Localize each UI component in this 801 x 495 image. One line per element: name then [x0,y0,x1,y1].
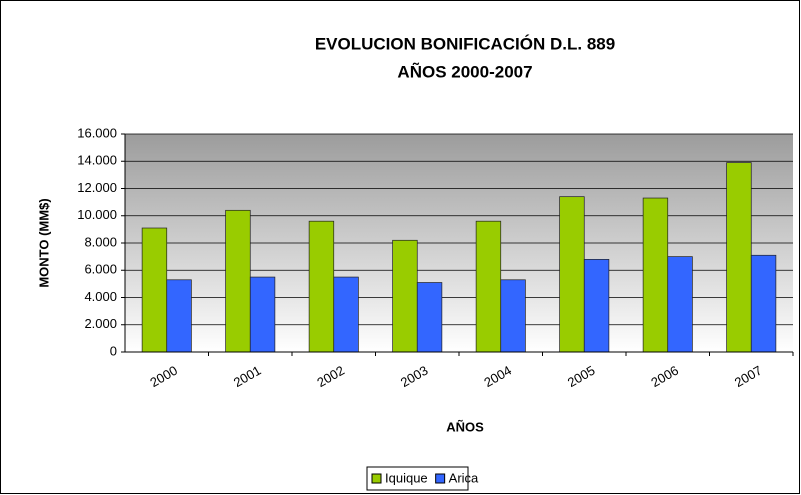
bar [642,197,669,353]
chart-title: EVOLUCION BONIFICACIÓN D.L. 889 [315,34,615,53]
bar [333,276,359,353]
bar [667,256,693,353]
y-tick-label: 12.000 [77,180,117,195]
y-tick-label: 4.000 [84,289,117,304]
y-tick-label: 14.000 [77,153,117,168]
y-tick-label: 10.000 [77,207,117,222]
y-tick-label: 0 [110,343,117,358]
bar [726,162,752,353]
bar [500,279,526,353]
legend-label: Iquique [385,470,428,485]
bar [475,220,502,353]
bar [225,209,251,353]
chart-subtitle: AÑOS 2000-2007 [397,61,532,81]
x-axis-title: AÑOS [446,419,484,434]
y-tick-label: 2.000 [84,316,117,331]
y-tick-label: 16.000 [77,125,117,140]
y-tick-label: 6.000 [84,262,117,277]
y-tick-label: 8.000 [84,234,117,249]
y-axis-title: MONTO (MM$) [36,198,51,287]
bar [416,282,443,353]
legend-label: Arica [449,470,479,485]
legend-swatch [435,473,446,484]
bar [141,227,168,353]
bar [559,196,585,353]
bar [308,220,335,353]
bar [750,254,777,353]
legend-swatch [371,473,382,484]
bar [166,279,192,353]
bar [392,239,418,353]
bar [249,276,276,353]
bar [583,259,610,353]
legend [366,466,469,491]
